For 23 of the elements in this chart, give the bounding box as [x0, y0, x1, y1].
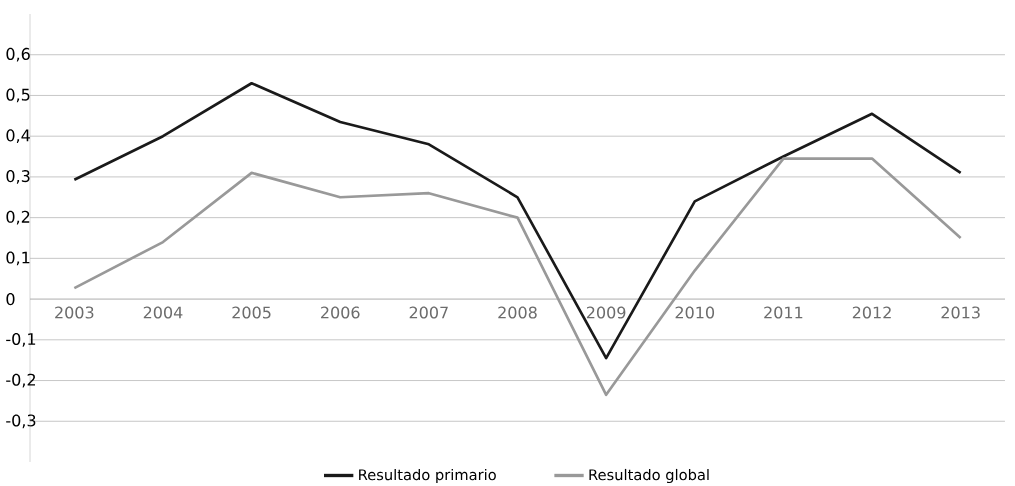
x-tick-label: 2012 [852, 306, 891, 319]
x-tick-label: 2008 [498, 306, 537, 319]
y-tick-label: -0,3 [6, 414, 36, 429]
y-tick-label: -0,1 [6, 332, 36, 347]
x-tick-label: 2009 [586, 306, 626, 319]
legend-label: Resultado primario [359, 468, 496, 484]
x-tick-label: 2003 [55, 306, 94, 319]
legend-label: Resultado global [589, 468, 709, 484]
y-tick-label: 0,1 [6, 251, 30, 266]
y-tick-label: 0,5 [6, 88, 30, 103]
y-tick-label: 0,6 [6, 47, 30, 62]
x-tick-label: 2006 [321, 306, 360, 319]
y-tick-label: 0 [6, 293, 15, 306]
y-tick-label: 0,2 [6, 210, 30, 225]
x-tick-label: 2011 [764, 306, 803, 319]
y-tick-label: -0,2 [6, 373, 36, 388]
x-tick-label: 2013 [941, 306, 980, 319]
x-tick-label: 2004 [143, 306, 183, 319]
y-tick-label: 0,4 [6, 129, 30, 144]
x-tick-label: 2005 [232, 306, 271, 319]
x-tick-label: 2007 [409, 306, 448, 319]
x-tick-label: 2010 [675, 306, 715, 319]
y-tick-label: 0,3 [6, 170, 30, 184]
